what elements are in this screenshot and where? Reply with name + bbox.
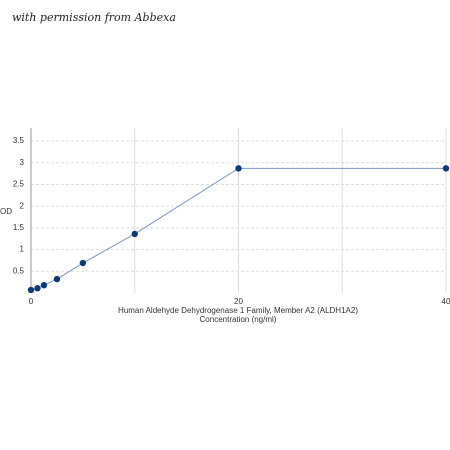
y-tick-label: 0.5 — [13, 266, 25, 275]
x-tick-label: 20 — [234, 297, 243, 306]
x-axis-label: Human Aldehyde Dehydrogenase 1 Family, M… — [118, 306, 358, 315]
x-tick-label: 0 — [29, 297, 34, 306]
watermark: with permission from Abbexa — [12, 11, 176, 24]
data-point — [131, 230, 138, 238]
y-tick-label: 3 — [20, 158, 25, 167]
y-tick-label: 1.5 — [13, 223, 25, 232]
x-tick-label: 40 — [442, 297, 450, 306]
y-axis-label: OD — [0, 207, 12, 216]
y-tick-label: 2 — [20, 201, 25, 210]
data-point — [40, 281, 48, 289]
data-point — [235, 165, 242, 172]
data-point — [442, 165, 450, 172]
data-point — [27, 286, 35, 294]
y-tick-label: 1 — [20, 245, 25, 254]
y-tick-label: 3.5 — [13, 136, 25, 145]
data-point — [34, 285, 41, 292]
y-tick-label: 2.5 — [13, 180, 25, 189]
data-point — [79, 259, 87, 267]
x-axis-label: Concentration (ng/ml) — [200, 315, 277, 324]
data-point — [53, 275, 61, 283]
